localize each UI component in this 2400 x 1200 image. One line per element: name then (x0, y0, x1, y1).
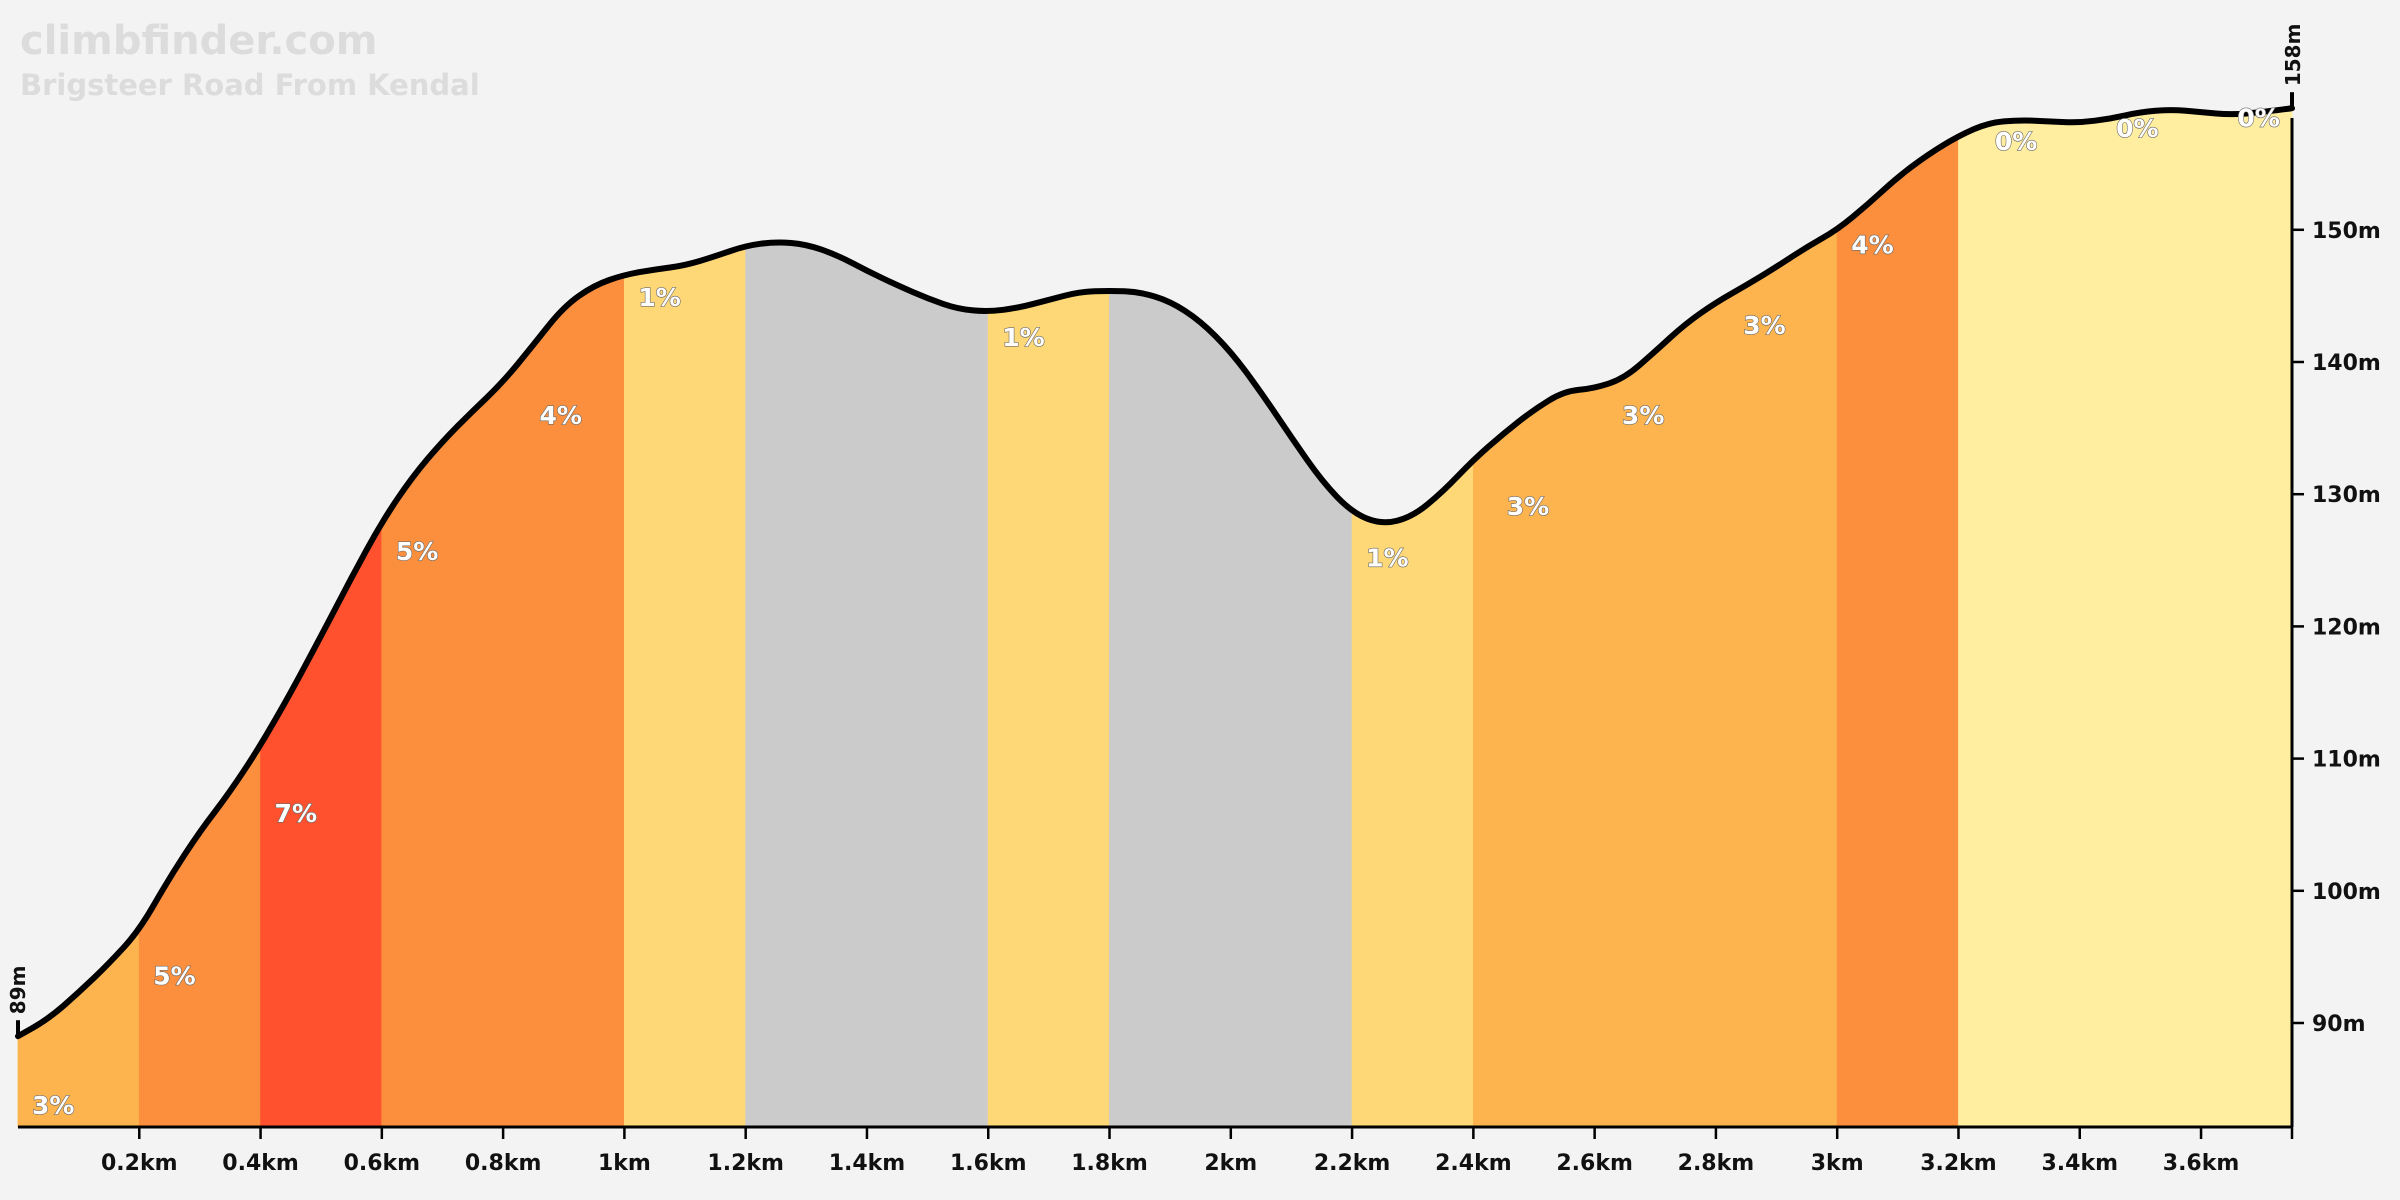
x-tick-label: 3.2km (1920, 1151, 1997, 1176)
gradient-label: 1% (1366, 544, 1408, 573)
gradient-label: 0% (2237, 103, 2279, 132)
gradient-label: 4% (1851, 230, 1893, 259)
gradient-label: 3% (1507, 492, 1549, 521)
x-tick-label: 2km (1204, 1151, 1257, 1176)
gradient-label: 0% (2116, 114, 2158, 143)
y-tick-label: 100m (2312, 880, 2381, 905)
gradient-segment-13 (1836, 135, 1959, 1128)
gradient-label: 4% (540, 401, 582, 430)
x-tick-label: 0.6km (344, 1151, 421, 1176)
gradient-label: 3% (32, 1091, 74, 1120)
x-tick-label: 0.4km (222, 1151, 299, 1176)
gradient-segment-6 (745, 241, 989, 1128)
gradient-segment-10 (1473, 229, 1838, 1128)
end-elevation-label: 158m (2281, 24, 2305, 87)
gradient-segment-8 (1109, 290, 1353, 1128)
y-tick-label: 110m (2312, 748, 2381, 773)
x-tick-label: 1.8km (1071, 1151, 1148, 1176)
gradient-label: 7% (275, 799, 317, 828)
x-tick-label: 2.6km (1556, 1151, 1633, 1176)
x-tick-label: 0.2km (101, 1151, 178, 1176)
gradient-segment-1 (138, 744, 261, 1128)
x-tick-label: 0.8km (465, 1151, 542, 1176)
gradient-label: 0% (1995, 127, 2037, 156)
start-elevation-label: 89m (6, 966, 30, 1015)
x-tick-label: 1km (598, 1151, 651, 1176)
x-tick-label: 3.4km (2041, 1151, 2118, 1176)
x-tick-label: 2.8km (1678, 1151, 1755, 1176)
x-tick-label: 2.4km (1435, 1151, 1512, 1176)
x-tick-label: 1.2km (707, 1151, 784, 1176)
gradient-label: 3% (1743, 311, 1785, 340)
y-tick-label: 130m (2312, 483, 2381, 508)
x-tick-label: 1.6km (950, 1151, 1027, 1176)
y-tick-label: 90m (2312, 1012, 2366, 1037)
gradient-label: 3% (1622, 401, 1664, 430)
gradient-segment-3 (381, 274, 625, 1128)
y-tick-label: 140m (2312, 351, 2381, 376)
brand-watermark: climbfinder.com (20, 18, 378, 64)
gradient-label: 1% (638, 283, 680, 312)
gradient-segment-7 (987, 290, 1110, 1128)
gradient-label: 5% (396, 537, 438, 566)
chart-subtitle: Brigsteer Road From Kendal (20, 68, 480, 102)
y-tick-label: 150m (2312, 219, 2381, 244)
gradient-segment-14 (1958, 107, 2293, 1128)
x-tick-label: 3.6km (2163, 1151, 2240, 1176)
gradient-segment-5 (624, 245, 747, 1128)
gradient-label: 1% (1002, 323, 1044, 352)
x-tick-label: 3km (1811, 1151, 1864, 1176)
elevation-line (15, 105, 2295, 1040)
x-tick-label: 1.4km (829, 1151, 906, 1176)
gradient-label: 5% (153, 961, 195, 990)
x-tick-label: 2.2km (1314, 1151, 1391, 1176)
y-tick-label: 120m (2312, 615, 2381, 640)
